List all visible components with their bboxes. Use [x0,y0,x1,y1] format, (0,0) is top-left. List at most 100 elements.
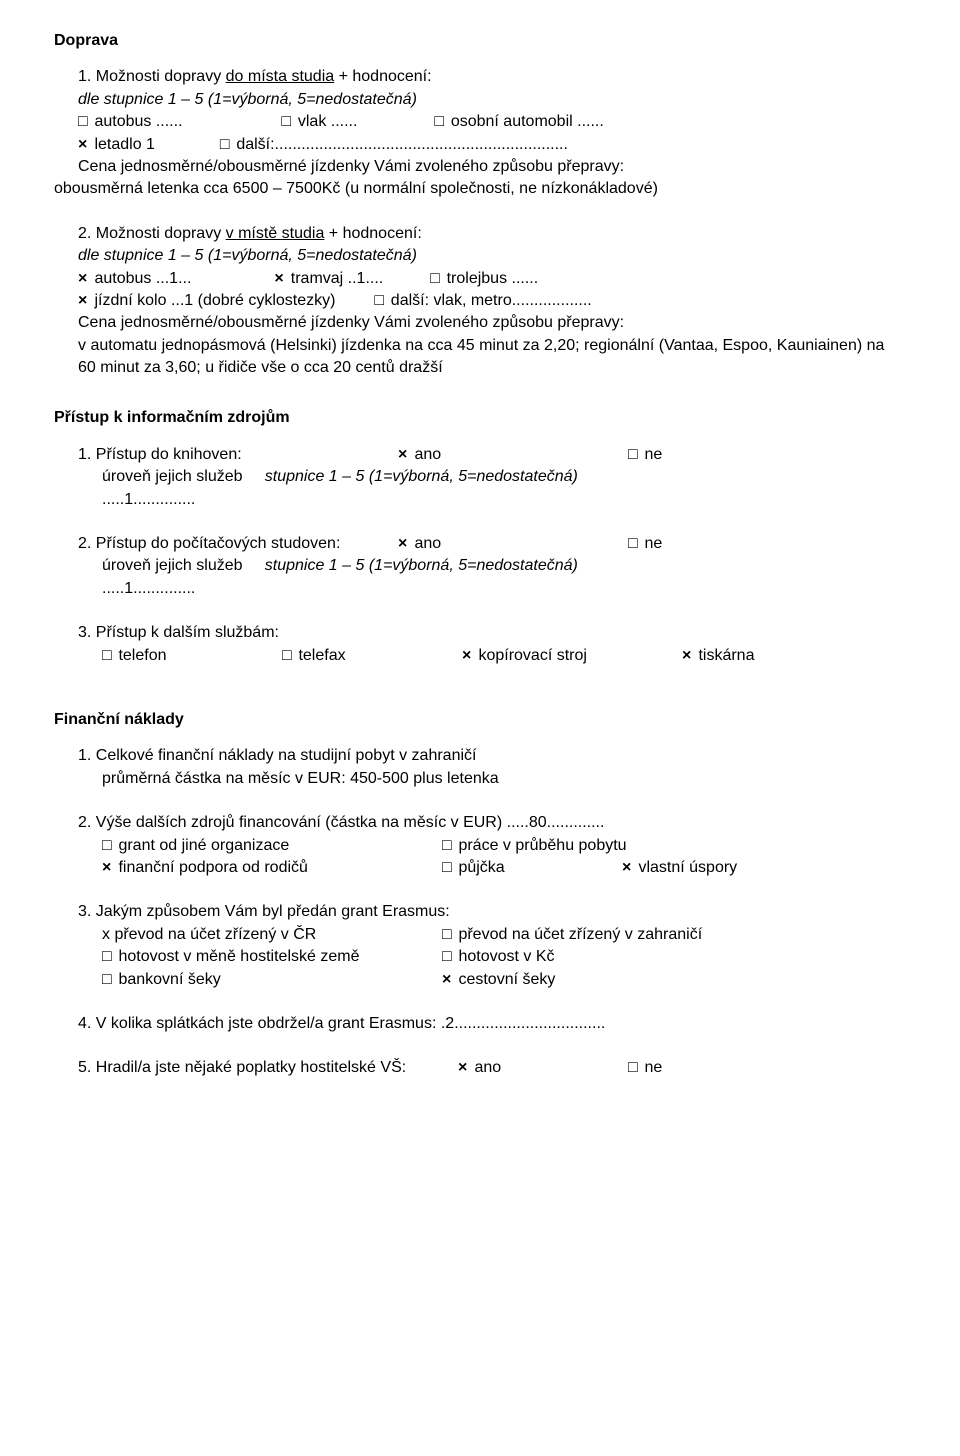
x-mark-icon: × [102,857,114,879]
checkbox-icon: □ [102,835,114,857]
checkbox-icon: □ [434,111,446,133]
checkbox-icon: □ [628,533,640,555]
q-number: 5. [78,1059,91,1076]
q2-val: .....1.............. [78,578,906,600]
doprava-heading: Doprava [54,30,906,52]
doprava-q2: 2. Možnosti dopravy v místě studia + hod… [78,223,906,380]
q1-sub: průměrná částka na měsíc v EUR: 450-500 … [78,768,906,790]
doprava-q1: 1. Možnosti dopravy do místa studia + ho… [78,66,906,200]
q2-text: Výše dalších zdrojů financování (částka … [96,814,605,831]
x-mark-icon: × [442,969,454,991]
x-mark-icon: × [458,1057,470,1079]
checkbox-icon: □ [102,645,114,667]
opt-dalsi: další: vlak, metro.................. [391,292,592,309]
q1-underline: do místa studia [226,68,335,85]
x-mark-icon: × [682,645,694,667]
opt-dalsi: další:..................................… [236,136,568,153]
q-number: 2. [78,535,91,552]
finance-list: 1. Celkové finanční náklady na studijní … [54,745,906,1079]
checkbox-icon: □ [374,290,386,312]
q1-uroven: úroveň jejich služeb [102,468,243,485]
opt-tramvaj: tramvaj ..1.... [291,270,383,287]
q-number: 3. [78,624,91,641]
q1-scale: stupnice 1 – 5 (1=výborná, 5=nedostatečn… [265,468,578,485]
q-number: 1. [78,747,91,764]
opt-cestsek: cestovní šeky [458,971,555,988]
q1-val: .....1.............. [78,489,906,511]
q2-underline: v místě studia [226,225,325,242]
opt-tiskarna: tiskárna [698,647,754,664]
q1-cena2: obousměrná letenka cca 6500 – 7500Kč (u … [54,178,906,200]
checkbox-icon: □ [442,835,454,857]
pristup-list: 1. Přístup do knihoven: × ano □ ne úrove… [54,444,906,667]
q1-text-a: Možnosti dopravy [96,68,226,85]
x-mark-icon: × [78,290,90,312]
q2-options-row2: × jízdní kolo ...1 (dobré cyklostezky) □… [78,290,906,312]
q1-text: Celkové finanční náklady na studijní pob… [96,747,477,764]
x-mark-icon: × [78,134,90,156]
q2-options-row1: × autobus ...1... × tramvaj ..1.... □ tr… [78,268,906,290]
q1-text-b: + hodnocení: [334,68,431,85]
opt-ne: ne [644,1059,662,1076]
checkbox-icon: □ [442,857,454,879]
q-number: 4. [78,1015,91,1032]
page: Doprava 1. Možnosti dopravy do místa stu… [0,0,960,1456]
opt-vlak: vlak ...... [298,113,358,130]
x-prefix: x [102,926,114,943]
checkbox-icon: □ [628,1057,640,1079]
q2-text: Přístup do počítačových studoven: [96,535,341,552]
q2-cena2: v automatu jednopásmová (Helsinki) jízde… [78,335,906,380]
x-mark-icon: × [622,857,634,879]
x-mark-icon: × [398,533,410,555]
x-mark-icon: × [462,645,474,667]
opt-ano: ano [474,1059,501,1076]
q-number: 2. [78,225,91,242]
q1-cena1: Cena jednosměrné/obousměrné jízdenky Vám… [78,156,906,178]
opt-zahr: převod na účet zřízený v zahraničí [458,926,702,943]
pristup-q3: 3. Přístup k dalším službám: □ telefon □… [78,622,906,667]
opt-autobus: autobus ...1... [94,270,191,287]
x-mark-icon: × [398,444,410,466]
q1-scale: dle stupnice 1 – 5 (1=výborná, 5=nedosta… [78,89,906,111]
opt-kopirka: kopírovací stroj [478,647,586,664]
opt-ne: ne [644,535,662,552]
finance-q5: 5. Hradil/a jste nějaké poplatky hostite… [78,1057,906,1079]
pristup-q2: 2. Přístup do počítačových studoven: × a… [78,533,906,600]
checkbox-icon: □ [78,111,90,133]
finance-q1: 1. Celkové finanční náklady na studijní … [78,745,906,790]
opt-trolejbus: trolejbus ...... [447,270,539,287]
q-number: 1. [78,68,91,85]
checkbox-icon: □ [281,111,293,133]
opt-autobus: autobus ...... [94,113,182,130]
opt-banksek: bankovní šeky [118,971,220,988]
opt-ano: ano [414,535,441,552]
checkbox-icon: □ [102,969,114,991]
q2-text-b: + hodnocení: [324,225,421,242]
opt-hostmena: hotovost v měně hostitelské země [118,948,359,965]
opt-prace: práce v průběhu pobytu [458,837,626,854]
opt-cr: převod na účet zřízený v ČR [114,926,316,943]
checkbox-icon: □ [430,268,442,290]
q5-text: Hradil/a jste nějaké poplatky hostitelsk… [96,1059,406,1076]
opt-rodice: finanční podpora od rodičů [118,859,307,876]
finance-heading: Finanční náklady [54,709,906,731]
q2-uroven: úroveň jejich služeb [102,557,243,574]
checkbox-icon: □ [442,924,454,946]
opt-kc: hotovost v Kč [458,948,554,965]
opt-grant: grant od jiné organizace [118,837,289,854]
opt-pujcka: půjčka [458,859,504,876]
opt-ano: ano [414,446,441,463]
q2-text-a: Možnosti dopravy [96,225,226,242]
pristup-q1: 1. Přístup do knihoven: × ano □ ne úrove… [78,444,906,511]
opt-kolo: jízdní kolo ...1 (dobré cyklostezky) [94,292,335,309]
checkbox-icon: □ [442,946,454,968]
checkbox-icon: □ [628,444,640,466]
q2-scale: dle stupnice 1 – 5 (1=výborná, 5=nedosta… [78,245,906,267]
q-number: 2. [78,814,91,831]
q-number: 1. [78,446,91,463]
q2-scale: stupnice 1 – 5 (1=výborná, 5=nedostatečn… [265,557,578,574]
q3-text: Přístup k dalším službám: [96,624,279,641]
opt-auto: osobní automobil ...... [451,113,604,130]
x-mark-icon: × [78,268,90,290]
q-number: 3. [78,903,91,920]
